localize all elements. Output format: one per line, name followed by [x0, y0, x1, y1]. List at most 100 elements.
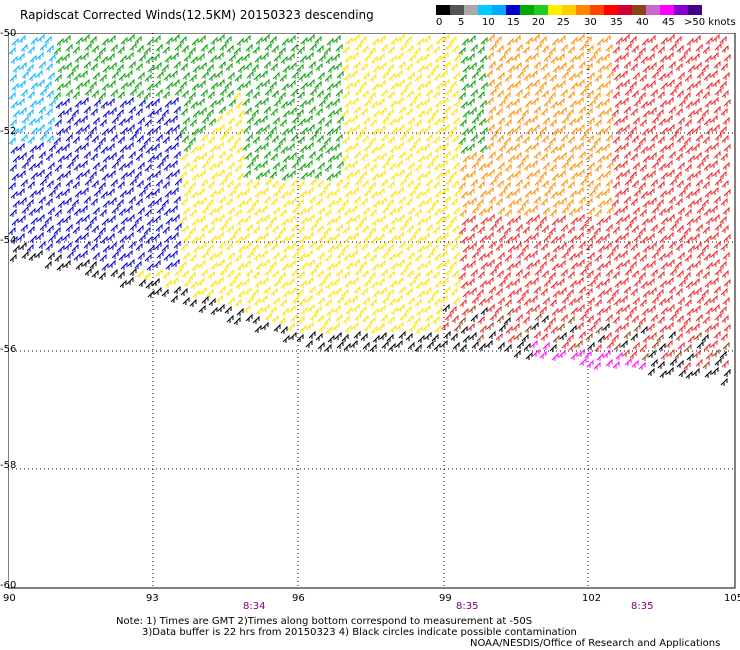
wind-barb — [531, 276, 539, 285]
wind-barb — [404, 260, 412, 269]
wind-barb — [657, 90, 665, 99]
wind-barb — [353, 240, 361, 249]
wind-barb — [632, 251, 640, 260]
wind-barb — [485, 69, 493, 78]
wind-barb — [323, 91, 331, 100]
wind-barb — [470, 268, 478, 277]
wind-barb — [260, 159, 268, 168]
wind-barb — [116, 243, 124, 252]
legend-color-bar — [436, 5, 702, 15]
wind-barb — [683, 91, 691, 100]
wind-barb — [721, 359, 729, 368]
wind-barb — [162, 45, 170, 54]
wind-barb — [200, 43, 208, 52]
wind-barb — [462, 334, 470, 343]
wind-barb — [372, 109, 380, 118]
wind-barb — [29, 99, 37, 108]
wind-barb — [260, 114, 268, 123]
wind-barb — [65, 223, 73, 232]
wind-barb — [252, 315, 260, 324]
wind-barb — [692, 52, 700, 61]
wind-barb — [379, 286, 387, 295]
wind-barb — [325, 190, 333, 199]
wind-barb — [721, 224, 729, 233]
wind-barb — [118, 207, 126, 216]
wind-barb — [362, 341, 370, 350]
wind-barb — [633, 278, 641, 287]
wind-barb — [255, 261, 263, 270]
wind-barb — [701, 198, 709, 207]
wind-barb — [111, 160, 119, 169]
wind-barb — [667, 258, 675, 267]
wind-barb — [614, 234, 622, 243]
wind-barb — [651, 295, 659, 304]
wind-barb — [452, 116, 460, 125]
wind-barb — [710, 159, 718, 168]
wind-barb — [714, 132, 722, 141]
wind-barb — [476, 108, 484, 117]
wind-barb — [181, 134, 189, 143]
wind-barb — [540, 62, 548, 71]
wind-barb — [325, 325, 333, 334]
wind-barb — [299, 54, 307, 63]
wind-barb — [308, 285, 316, 294]
wind-barb — [117, 90, 125, 99]
wind-barb — [624, 87, 632, 96]
wind-barb — [631, 179, 639, 188]
wind-barb — [720, 197, 728, 206]
wind-barb — [261, 231, 269, 240]
wind-barb — [389, 324, 397, 333]
wind-barb — [543, 53, 551, 62]
wind-barb — [558, 34, 566, 43]
wind-barb — [649, 151, 657, 160]
wind-barb — [505, 280, 513, 289]
wind-barb — [639, 118, 647, 127]
wind-barb — [566, 333, 574, 342]
wind-barb — [8, 91, 16, 100]
wind-barb — [8, 181, 16, 190]
wind-barb — [309, 312, 317, 321]
wind-barb — [506, 262, 514, 271]
wind-barb — [639, 73, 647, 82]
wind-barb — [496, 134, 504, 143]
wind-barb — [84, 267, 92, 276]
wind-barb — [154, 241, 162, 250]
wind-barb — [180, 197, 188, 206]
wind-barb — [675, 287, 683, 296]
wind-barb — [470, 88, 478, 97]
wind-barb — [397, 123, 405, 132]
wind-barb — [307, 258, 315, 267]
wind-barb — [711, 321, 719, 330]
wind-barb — [163, 162, 171, 171]
wind-barb — [11, 172, 19, 181]
wind-barb — [432, 270, 440, 279]
wind-barb — [93, 98, 101, 107]
wind-barb — [638, 181, 646, 190]
wind-barb — [593, 181, 601, 190]
wind-barb — [596, 37, 604, 46]
wind-barb — [660, 81, 668, 90]
wind-barb — [549, 343, 557, 352]
wind-barb — [658, 252, 666, 261]
wind-barb — [39, 87, 47, 96]
wind-barb — [694, 286, 702, 295]
wind-barb — [197, 142, 205, 151]
wind-barb — [558, 214, 566, 223]
wind-barb — [692, 97, 700, 106]
wind-barb — [675, 197, 683, 206]
wind-barb — [200, 88, 208, 97]
wind-barb — [595, 280, 603, 289]
wind-barb — [228, 233, 236, 242]
wind-barb — [332, 52, 340, 61]
wind-barb — [423, 79, 431, 88]
wind-barb — [305, 294, 313, 303]
wind-barb — [35, 69, 43, 78]
wind-barb — [405, 152, 413, 161]
wind-barb — [74, 144, 82, 153]
wind-barb — [657, 225, 665, 234]
wind-barb — [44, 260, 52, 269]
wind-barb — [521, 108, 529, 117]
wind-barb — [253, 162, 261, 171]
wind-barb — [9, 163, 17, 172]
wind-barb — [550, 190, 558, 199]
